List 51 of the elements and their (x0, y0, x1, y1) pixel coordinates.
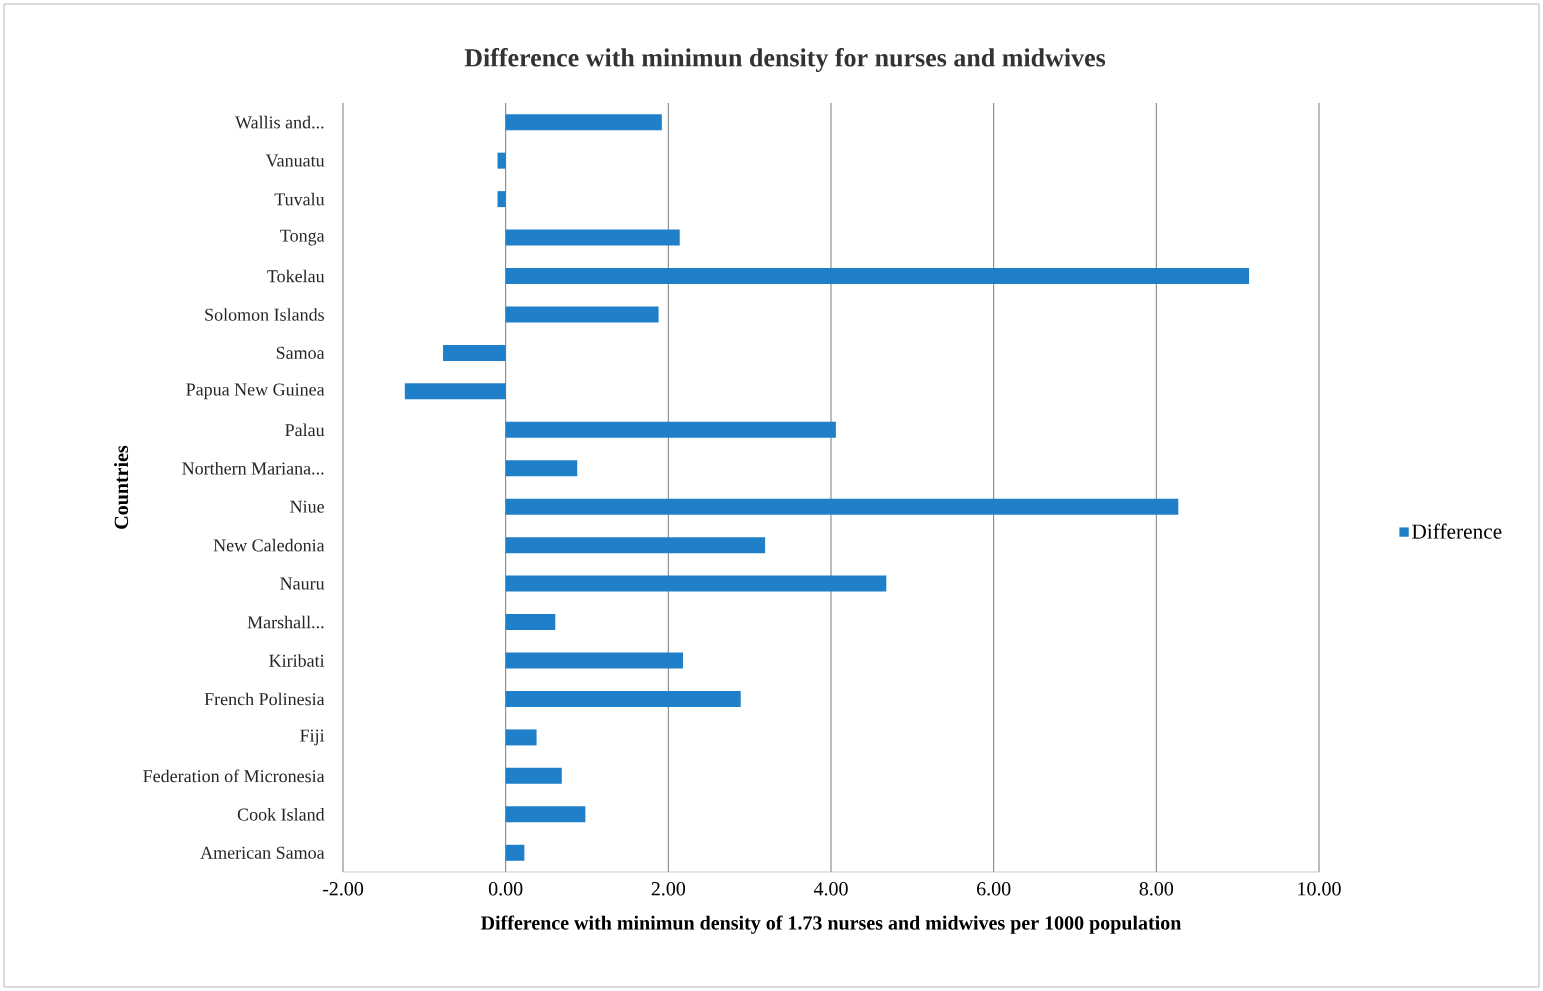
legend-label: Difference (1412, 523, 1502, 539)
y-tick-label: Cook Island (237, 807, 325, 821)
x-axis-title: Difference with minimun density of 1.73 nurses and midwives per 1000 population (480, 915, 1182, 934)
bar (505, 229, 680, 246)
y-tick-label: Nauru (280, 577, 325, 590)
bar (497, 191, 506, 208)
bar (505, 767, 562, 784)
bar (497, 152, 506, 169)
bar (505, 460, 578, 477)
x-tick-label: 4.00 (813, 882, 848, 896)
x-tick-label: 8.00 (1139, 882, 1174, 896)
y-tick-label: Tonga (280, 229, 325, 246)
bar (505, 614, 556, 631)
y-axis-title: Countries (114, 445, 129, 529)
bar (505, 844, 525, 861)
bar (505, 306, 659, 323)
y-tick-label: Solomon Islands (205, 308, 324, 321)
bar (505, 575, 887, 592)
bar (505, 729, 537, 746)
y-tick-label: Palau (285, 423, 325, 437)
bar (505, 421, 836, 438)
bar (443, 344, 506, 361)
bar (505, 268, 1250, 285)
x-tick-label: -2.00 (322, 882, 364, 896)
bar (505, 114, 662, 131)
y-tick-label: Federation of Micronesia (143, 769, 325, 783)
y-tick-label: Tuvalu (274, 192, 325, 206)
y-tick-label: Northern Mariana... (182, 461, 324, 475)
bar (505, 652, 683, 669)
y-tick-label: Fiji (300, 729, 325, 746)
x-tick-label: 2.00 (651, 882, 686, 896)
bar (505, 806, 586, 823)
y-tick-label: Kiribati (269, 654, 325, 667)
x-tick-label: 10.00 (1298, 882, 1341, 896)
y-tick-label: French Polinesia (204, 692, 325, 706)
y-tick-label: Samoa (276, 346, 325, 359)
y-tick-label: Tokelau (267, 269, 325, 283)
bar (505, 498, 1179, 515)
y-tick-label: Marshall... (247, 615, 324, 629)
bar (505, 537, 766, 554)
chart-title: Difference with minimun density for nurses and midwives (464, 48, 1106, 72)
y-tick-label: New Caledonia (213, 538, 325, 552)
y-tick-label: Niue (290, 500, 324, 513)
y-tick-label: Vanuatu (265, 154, 325, 167)
x-tick-label: 0.00 (488, 882, 523, 896)
x-tick-label: 6.00 (977, 882, 1011, 896)
y-tick-label: American Samoa (200, 846, 325, 859)
y-tick-label: Papua New Guinea (186, 383, 325, 400)
y-tick-label: Wallis and... (235, 115, 324, 129)
bar (404, 383, 506, 400)
bar (505, 690, 741, 707)
